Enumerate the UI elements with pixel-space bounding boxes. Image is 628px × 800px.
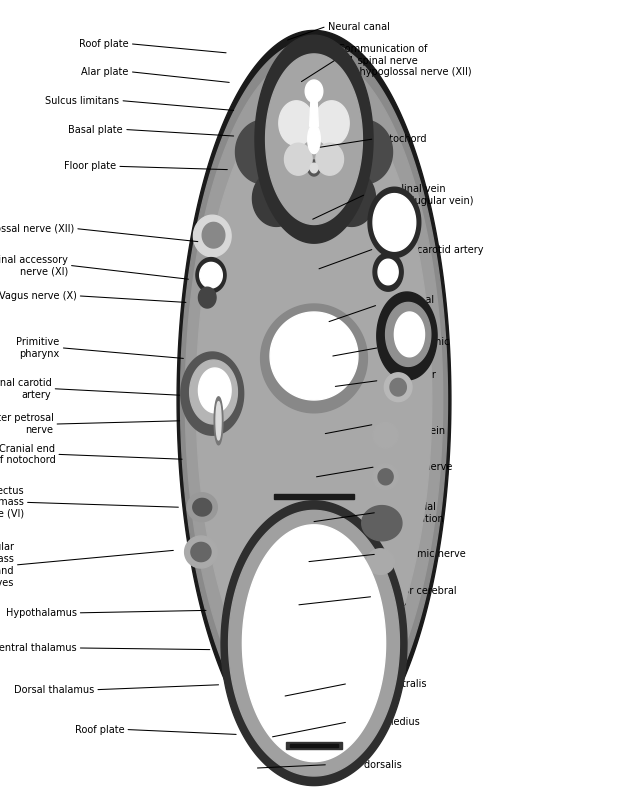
Polygon shape	[373, 422, 398, 448]
Polygon shape	[378, 469, 393, 485]
Text: Ventral thalamus: Ventral thalamus	[0, 643, 77, 653]
Text: Sulcus ventralis: Sulcus ventralis	[349, 679, 426, 689]
Polygon shape	[367, 549, 394, 574]
Polygon shape	[187, 493, 217, 522]
Text: Neural canal: Neural canal	[328, 22, 390, 32]
Text: Internal carotid artery: Internal carotid artery	[376, 245, 483, 254]
Polygon shape	[202, 222, 225, 248]
Polygon shape	[270, 312, 358, 400]
Polygon shape	[368, 187, 421, 258]
Polygon shape	[177, 30, 451, 770]
Text: Maxillary nerve: Maxillary nerve	[377, 462, 452, 472]
Polygon shape	[193, 498, 212, 516]
Text: Sulcus medius: Sulcus medius	[349, 718, 420, 727]
Polygon shape	[373, 194, 416, 251]
Polygon shape	[181, 352, 244, 435]
Text: Lateral rectus
premuscle mass
for abducens nerve (VI): Lateral rectus premuscle mass for abduce…	[0, 486, 24, 519]
Polygon shape	[373, 253, 403, 291]
Text: Spinal accessory
nerve (XI): Spinal accessory nerve (XI)	[0, 255, 68, 276]
Text: Communication of
C-1 spinal nerve
and hypoglossal nerve (XII): Communication of C-1 spinal nerve and hy…	[338, 44, 472, 78]
Polygon shape	[191, 542, 211, 562]
Polygon shape	[185, 536, 217, 568]
Text: Floor plate: Floor plate	[64, 162, 116, 171]
Text: Primitive
maxillary vein: Primitive maxillary vein	[376, 414, 445, 435]
Polygon shape	[373, 464, 398, 490]
Text: Hypothalamus: Hypothalamus	[6, 608, 77, 618]
Polygon shape	[196, 258, 226, 293]
Polygon shape	[284, 143, 312, 175]
Text: Cranial end
of notochord: Cranial end of notochord	[0, 443, 55, 465]
Polygon shape	[229, 510, 399, 776]
Text: Tubotympanic
recess: Tubotympanic recess	[381, 338, 449, 359]
Polygon shape	[214, 397, 223, 445]
Text: Sulcus limitans: Sulcus limitans	[45, 96, 119, 106]
Polygon shape	[198, 287, 216, 308]
Polygon shape	[180, 40, 448, 760]
Text: Basal plate: Basal plate	[68, 125, 123, 134]
Polygon shape	[242, 525, 386, 762]
Polygon shape	[362, 506, 402, 541]
Polygon shape	[386, 302, 431, 366]
Polygon shape	[197, 82, 431, 718]
Text: Dorsal thalamus: Dorsal thalamus	[14, 685, 94, 694]
Polygon shape	[308, 125, 320, 154]
Text: Roof plate: Roof plate	[79, 39, 129, 49]
Text: Greater petrosal
nerve: Greater petrosal nerve	[0, 413, 53, 435]
Text: Sulcus dorsalis: Sulcus dorsalis	[329, 760, 402, 770]
Text: Hypoglossal nerve (XII): Hypoglossal nerve (XII)	[0, 224, 74, 234]
Polygon shape	[310, 163, 318, 173]
Polygon shape	[384, 373, 412, 402]
Polygon shape	[305, 80, 323, 102]
Text: Extraocular
premuscle mass
for oculomotor (III) and
trochlear (IV) nerves: Extraocular premuscle mass for oculomoto…	[0, 542, 14, 587]
Polygon shape	[193, 215, 231, 257]
Polygon shape	[336, 120, 392, 184]
Text: Primitive
pharynx: Primitive pharynx	[16, 338, 60, 359]
Polygon shape	[185, 53, 443, 747]
Text: Notochord: Notochord	[376, 134, 426, 144]
Polygon shape	[290, 744, 338, 747]
Polygon shape	[266, 54, 362, 225]
Text: Vagus nerve (X): Vagus nerve (X)	[0, 291, 77, 301]
Polygon shape	[390, 378, 406, 396]
Polygon shape	[394, 312, 425, 357]
Polygon shape	[177, 30, 451, 770]
Polygon shape	[221, 501, 407, 786]
Polygon shape	[286, 742, 342, 749]
Polygon shape	[378, 259, 398, 285]
Polygon shape	[310, 101, 318, 126]
Polygon shape	[279, 101, 314, 146]
Polygon shape	[236, 120, 292, 184]
Polygon shape	[316, 143, 344, 175]
Text: Ophthalmic nerve: Ophthalmic nerve	[378, 550, 466, 559]
Polygon shape	[200, 262, 222, 288]
Text: Internal carotid
artery: Internal carotid artery	[0, 378, 51, 400]
Text: Pharyngeal
pouch 2: Pharyngeal pouch 2	[379, 295, 435, 317]
Text: Roof plate: Roof plate	[75, 725, 124, 734]
Text: Mandibular
nerve: Mandibular nerve	[381, 370, 435, 391]
Text: Parachordal
condensation: Parachordal condensation	[378, 502, 444, 524]
Polygon shape	[216, 402, 221, 440]
Text: Anterior cerebral
plexus: Anterior cerebral plexus	[374, 586, 457, 608]
Polygon shape	[274, 494, 354, 499]
Polygon shape	[255, 35, 373, 243]
Polygon shape	[308, 160, 320, 176]
Text: Alar plate: Alar plate	[82, 67, 129, 77]
Polygon shape	[198, 368, 231, 413]
Polygon shape	[377, 292, 437, 380]
Text: Precardinal vein
(internal jugular vein): Precardinal vein (internal jugular vein)	[367, 185, 474, 206]
Polygon shape	[252, 170, 300, 226]
Polygon shape	[314, 101, 349, 146]
Polygon shape	[190, 360, 237, 424]
Polygon shape	[328, 170, 376, 226]
Polygon shape	[261, 304, 367, 413]
